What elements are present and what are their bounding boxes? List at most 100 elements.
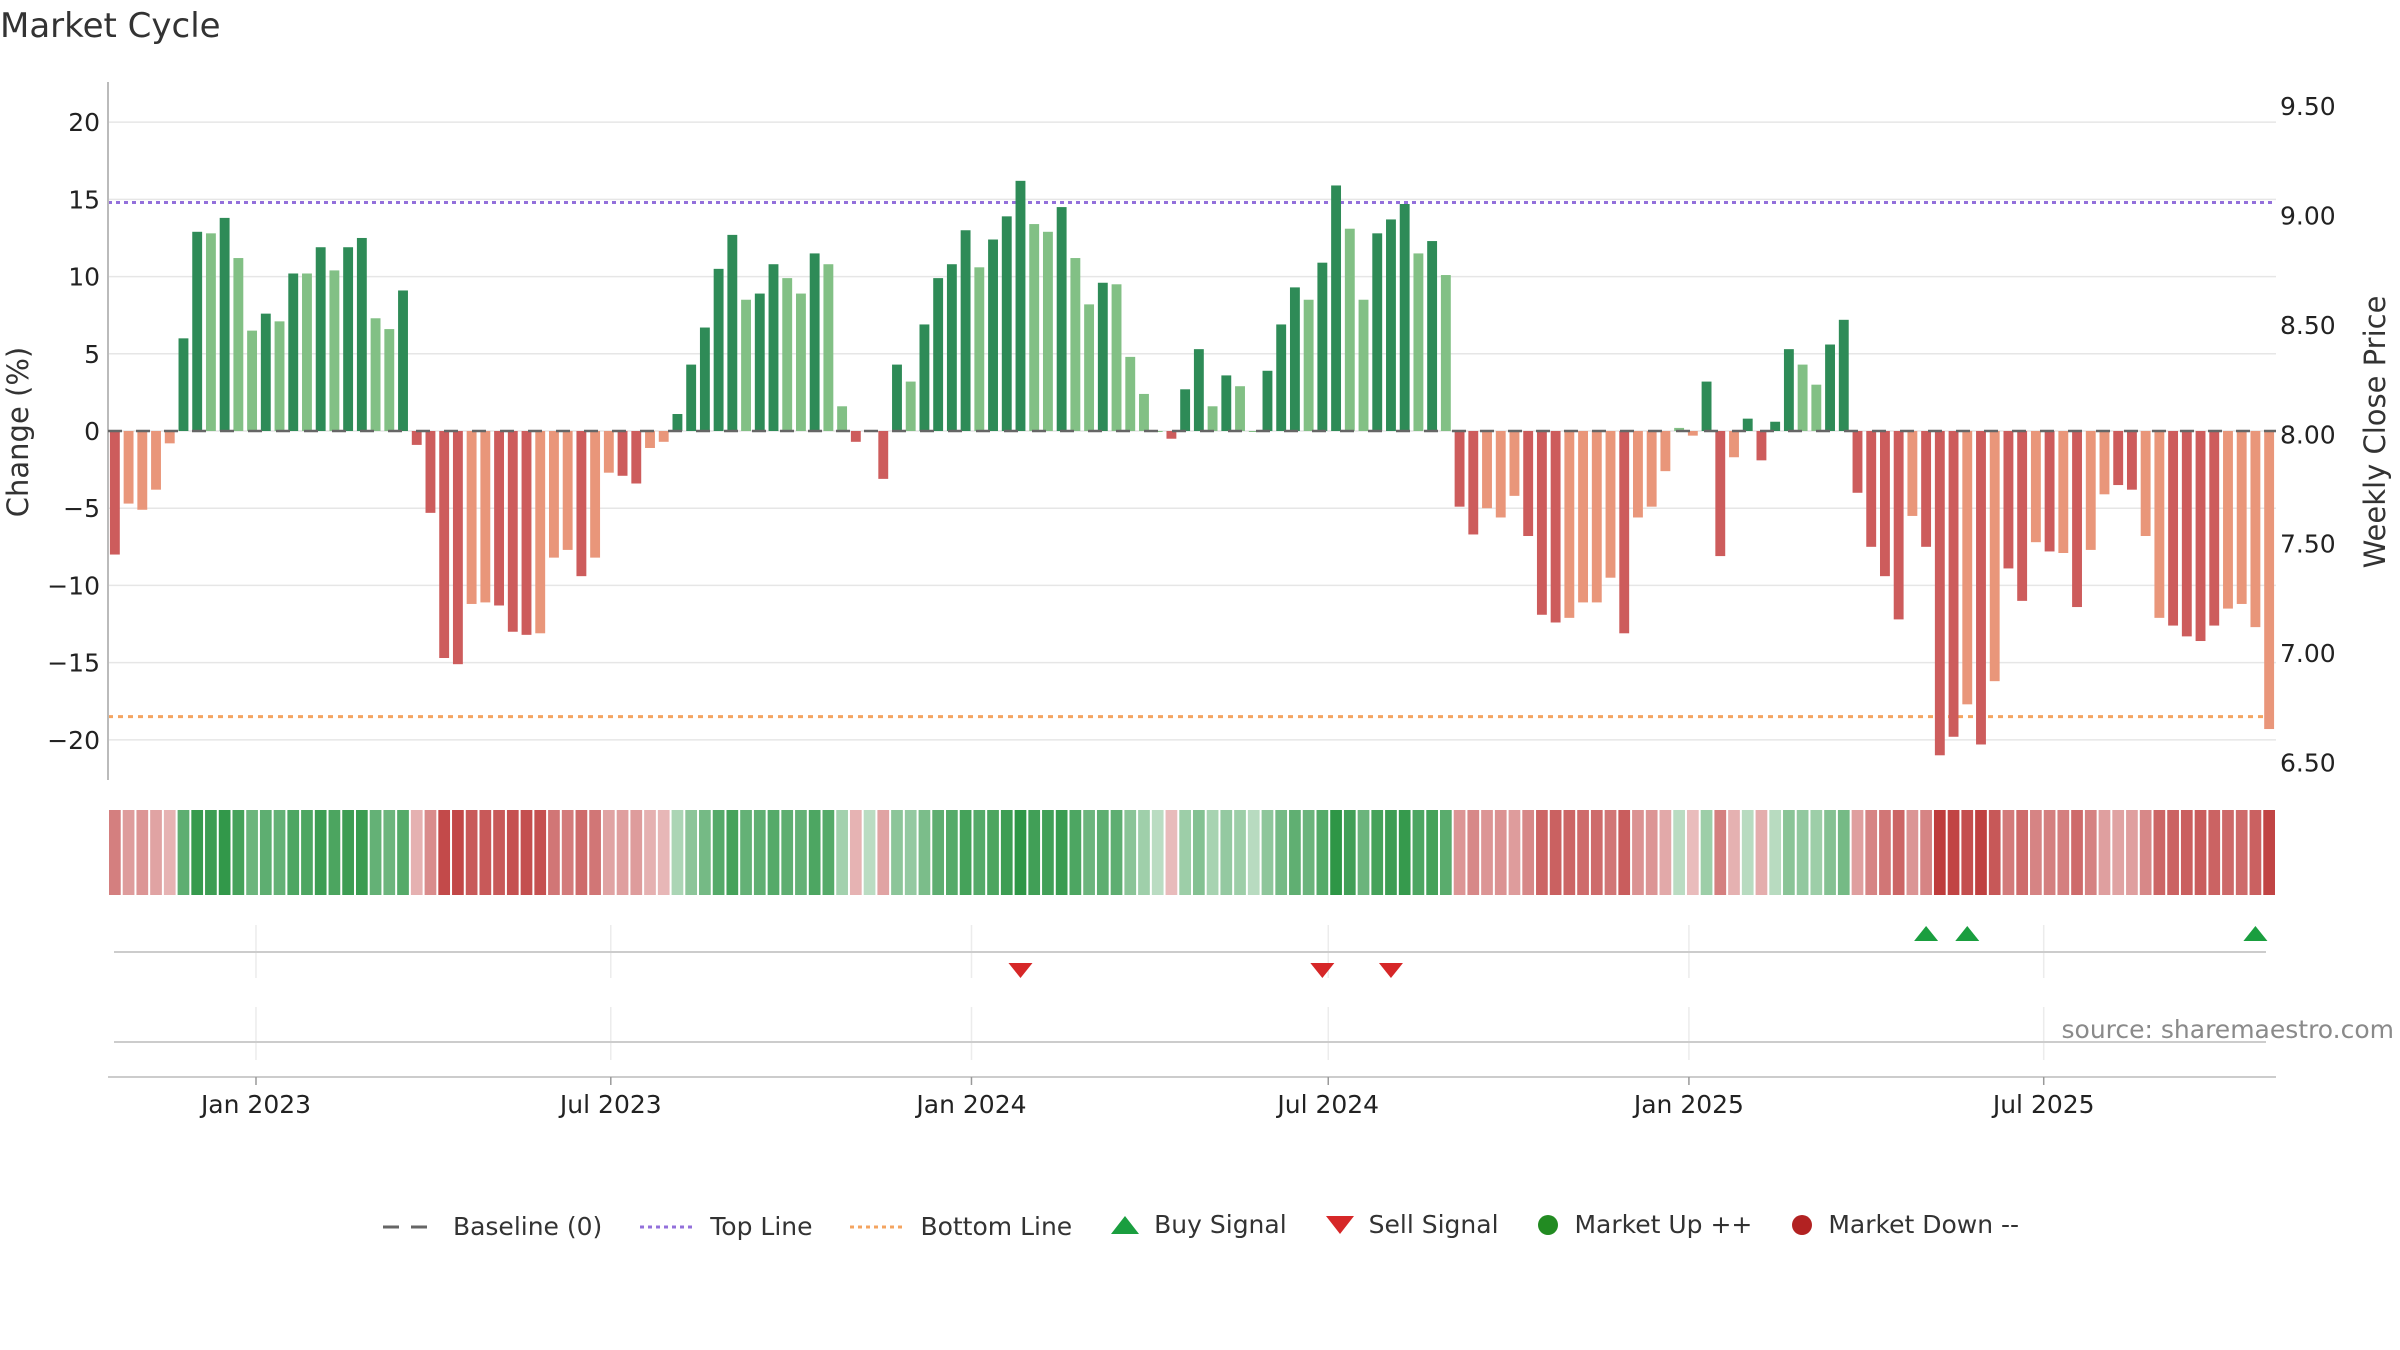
heat-cell <box>1467 810 1480 895</box>
bar-down <box>1578 431 1589 603</box>
bar-down <box>1633 431 1643 518</box>
bar-up <box>343 247 354 431</box>
heat-cell <box>1549 810 1562 895</box>
heat-cell <box>575 810 588 895</box>
bar-down <box>2099 431 2110 495</box>
heat-cell <box>808 810 821 895</box>
heat-cell <box>561 810 574 895</box>
bar-up <box>1358 299 1369 431</box>
heat-cell <box>520 810 533 895</box>
heat-cell <box>1398 810 1411 895</box>
bar-up <box>356 237 367 431</box>
heat-cell <box>1755 810 1768 895</box>
heat-cell <box>1686 810 1699 895</box>
bar-up <box>946 264 957 431</box>
bar-up <box>1248 431 1259 432</box>
bar-up <box>919 324 930 431</box>
heat-cell <box>2002 810 2015 895</box>
legend-label: Top Line <box>710 1212 813 1241</box>
heat-cell <box>1042 810 1054 895</box>
heat-cell <box>2030 810 2042 895</box>
bar-up <box>672 414 683 431</box>
bar-up <box>754 293 765 431</box>
heat-cell <box>1000 810 1013 895</box>
heat-cell <box>657 810 670 895</box>
heat-cell <box>2084 810 2097 895</box>
heat-cell <box>2263 810 2275 895</box>
bar-up <box>1289 287 1300 431</box>
dotted-line-icon <box>850 1225 907 1228</box>
bar-up <box>1111 284 1122 431</box>
buy-signal-marker <box>2243 926 2268 941</box>
heat-cell <box>1275 810 1288 895</box>
legend-label: Market Up ++ <box>1574 1210 1753 1239</box>
heat-cell <box>918 810 931 895</box>
heat-cell <box>1110 810 1123 895</box>
bar-down <box>603 431 614 473</box>
y-tick-label: 0 <box>84 417 100 446</box>
heat-cell <box>2112 810 2125 895</box>
legend-item-top-line: Top Line <box>638 1212 812 1241</box>
heat-cell <box>1138 810 1150 895</box>
heat-cell <box>1220 810 1233 895</box>
bar-up <box>741 299 751 431</box>
heat-cell <box>877 810 890 895</box>
heat-cell <box>2249 810 2262 895</box>
y2-tick-label: 8.50 <box>2280 311 2336 340</box>
bar-up <box>233 258 244 431</box>
heat-cell <box>2235 810 2248 895</box>
bar-up <box>260 313 271 431</box>
heat-cell <box>2016 810 2029 895</box>
heat-cell <box>232 810 245 895</box>
bar-up <box>1797 364 1808 431</box>
y2-tick-label: 9.50 <box>2280 92 2336 121</box>
legend-label: Sell Signal <box>1368 1210 1499 1239</box>
bar-up <box>1029 224 1040 431</box>
bar-up <box>1056 207 1067 431</box>
heat-cell <box>273 810 286 895</box>
bar-down <box>2264 431 2275 730</box>
x-tick-label: Jan 2023 <box>199 1090 311 1119</box>
bar-down <box>466 431 477 604</box>
bar-up <box>988 239 998 431</box>
heat-cell <box>1673 810 1685 895</box>
bar-down <box>590 431 601 558</box>
bar-down <box>1495 431 1506 518</box>
legend-item-sell-signal: Sell Signal <box>1323 1210 1499 1239</box>
heat-cell <box>699 810 711 895</box>
bar-down <box>137 431 148 510</box>
heat-cell <box>452 810 464 895</box>
bar-up <box>713 268 724 431</box>
heat-cell <box>1988 810 2001 895</box>
heat-cell <box>1728 810 1740 895</box>
bar-down <box>2044 431 2055 552</box>
bar-up <box>1427 241 1438 431</box>
bar-down <box>645 431 655 448</box>
heat-cell <box>2071 810 2083 895</box>
bar-down <box>576 431 587 577</box>
grid-layer <box>108 121 2276 741</box>
legend-label: Market Down -- <box>1828 1210 2020 1239</box>
bar-down <box>123 431 134 504</box>
heat-cell <box>1590 810 1603 895</box>
heat-cell <box>781 810 794 895</box>
circle-icon <box>1792 1214 1813 1235</box>
bar-down <box>1879 431 1890 577</box>
y-axis-title: Change (%) <box>1 347 35 517</box>
x-tick-label: Jan 2024 <box>914 1090 1026 1119</box>
bar-up <box>1317 262 1328 431</box>
bar-down <box>2003 431 2014 569</box>
heat-cell <box>795 810 807 895</box>
signal-strip <box>114 925 2268 978</box>
bar-down <box>549 431 559 558</box>
heat-cell <box>177 810 190 895</box>
bar-down <box>617 431 628 476</box>
bar-down <box>2113 431 2124 486</box>
heat-cell <box>1247 810 1260 895</box>
heat-cell <box>685 810 698 895</box>
bar-down <box>878 431 889 479</box>
bar-up <box>1674 427 1685 431</box>
bar-up <box>933 278 944 431</box>
heat-cell <box>438 810 451 895</box>
heat-cell <box>1316 810 1329 895</box>
